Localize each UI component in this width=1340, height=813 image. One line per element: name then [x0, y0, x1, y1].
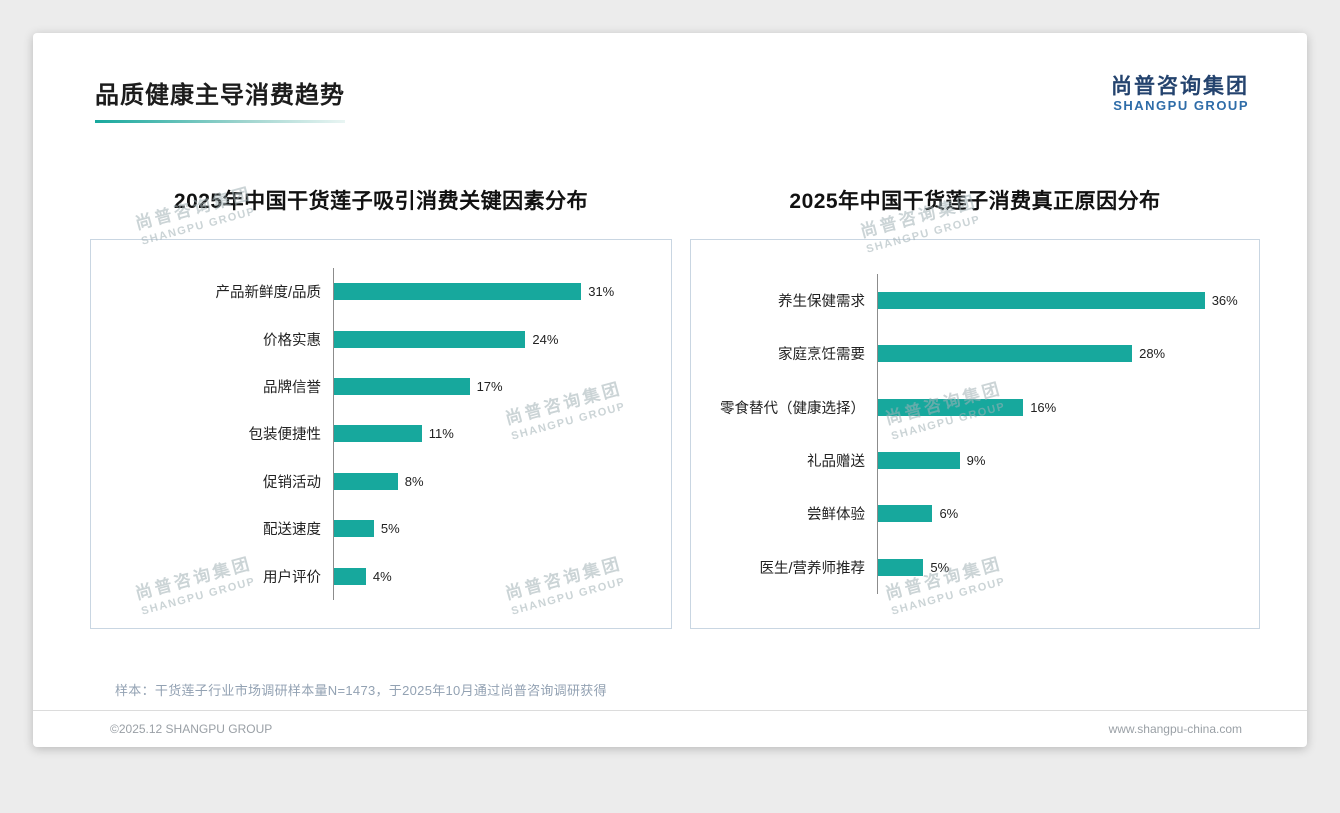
bar-row: 品牌信誉 17%	[91, 362, 653, 411]
charts-area: 2025年中国干货莲子吸引消费关键因素分布 产品新鲜度/品质 31% 价格实惠 24%…	[33, 185, 1307, 629]
bar-row: 用户评价 4%	[91, 552, 653, 600]
sample-note: 样本：干货莲子行业市场调研样本量N=1473，于2025年10月通过尚普咨询调研…	[115, 683, 607, 698]
title-underline	[95, 120, 345, 123]
bar-row: 养生保健需求 36%	[691, 274, 1241, 328]
bar-label: 促销活动	[263, 474, 321, 491]
bar-row: 医生/营养师推荐 5%	[691, 540, 1241, 594]
bar	[334, 425, 422, 443]
bar	[334, 520, 374, 538]
bar	[334, 378, 470, 396]
chart-plot-left: 产品新鲜度/品质 31% 价格实惠 24% 品牌信誉 17% 包装便捷性 11% 促销活动 8% 配…	[90, 239, 672, 629]
bar-value: 31%	[588, 284, 615, 300]
bar-track: 28%	[877, 327, 1241, 381]
chart-plot-right: 养生保健需求 36% 家庭烹饪需要 28% 零食替代（健康选择） 16% 礼品赠送 9% 尝鲜体…	[690, 239, 1260, 629]
bar	[334, 472, 398, 490]
bar-value: 4%	[372, 568, 392, 584]
company-logo: 尚普咨询集团 SHANGPU GROUP	[1111, 75, 1249, 114]
bar	[334, 567, 366, 585]
bar-value: 36%	[1211, 293, 1238, 309]
bar-value: 16%	[1030, 399, 1057, 415]
bar-row: 家庭烹饪需要 28%	[691, 327, 1241, 381]
bar-track: 4%	[333, 552, 653, 600]
bar-value: 11%	[428, 426, 454, 442]
bar-value: 17%	[476, 379, 503, 395]
bar-value: 5%	[380, 521, 400, 537]
bar-track: 17%	[333, 362, 653, 411]
title-block: 品质健康主导消费趋势	[95, 75, 345, 123]
chart-panel-left: 2025年中国干货莲子吸引消费关键因素分布 产品新鲜度/品质 31% 价格实惠 24%…	[90, 185, 672, 629]
bar-label: 产品新鲜度/品质	[215, 285, 321, 302]
bar-row: 价格实惠 24%	[91, 315, 653, 363]
bar-value: 5%	[930, 559, 950, 575]
bar-value: 6%	[939, 506, 959, 522]
page-title: 品质健康主导消费趋势	[95, 82, 345, 109]
footer-copyright: ©2025.12 SHANGPU GROUP	[110, 722, 273, 736]
chart-title-left: 2025年中国干货莲子吸引消费关键因素分布	[173, 190, 589, 213]
bar	[878, 345, 1133, 363]
logo-en-text: SHANGPU GROUP	[1113, 98, 1249, 114]
bar-label: 用户评价	[263, 569, 321, 586]
footer: ©2025.12 SHANGPU GROUP www.shangpu-china…	[33, 710, 1307, 747]
bar	[878, 505, 933, 523]
bar-track: 31%	[333, 268, 653, 316]
bar-value: 28%	[1139, 346, 1166, 362]
footer-url: www.shangpu-china.com	[1108, 722, 1242, 736]
bar-row: 礼品赠送 9%	[691, 433, 1241, 488]
bar-track: 11%	[333, 410, 653, 458]
bar-track: 8%	[333, 457, 653, 506]
slide-page: 尚普咨询集团 SHANGPU GROUP 尚普咨询集团 SHANGPU GROUP 尚普…	[33, 33, 1307, 747]
bar-label: 价格实惠	[263, 332, 321, 349]
bar-label: 零食替代（健康选择）	[720, 400, 865, 417]
bar-label: 医生/营养师推荐	[759, 560, 865, 577]
bar-value: 24%	[532, 331, 559, 347]
bar-label: 品牌信誉	[263, 380, 321, 397]
bar-track: 9%	[877, 433, 1241, 488]
header: 品质健康主导消费趋势 尚普咨询集团 SHANGPU GROUP	[33, 33, 1307, 123]
bar-label: 尝鲜体验	[807, 507, 865, 524]
bar-track: 16%	[877, 380, 1241, 434]
bar-track: 6%	[877, 487, 1241, 541]
bar-track: 24%	[333, 315, 653, 363]
bar-value: 8%	[404, 473, 424, 489]
bar-track: 36%	[877, 274, 1241, 328]
bar	[334, 283, 582, 301]
bar-label: 配送速度	[263, 522, 321, 539]
bar	[878, 452, 960, 470]
bar	[334, 330, 526, 348]
bar-label: 家庭烹饪需要	[778, 347, 865, 364]
chart-title-right: 2025年中国干货莲子消费真正原因分布	[789, 190, 1161, 213]
bar-label: 包装便捷性	[248, 427, 322, 444]
bar-track: 5%	[877, 540, 1241, 594]
bar	[878, 558, 924, 576]
logo-cn-text: 尚普咨询集团	[1111, 75, 1249, 98]
bar-row: 包装便捷性 11%	[91, 410, 653, 458]
bar	[878, 398, 1024, 416]
bar-value: 9%	[966, 453, 986, 469]
bar-row: 零食替代（健康选择） 16%	[691, 380, 1241, 434]
bar-row: 促销活动 8%	[91, 457, 653, 506]
bar-label: 养生保健需求	[778, 294, 865, 311]
bar-track: 5%	[333, 505, 653, 553]
bar-row: 产品新鲜度/品质 31%	[91, 268, 653, 316]
bar	[878, 292, 1205, 310]
chart-panel-right: 2025年中国干货莲子消费真正原因分布 养生保健需求 36% 家庭烹饪需要 28% 零食…	[690, 185, 1260, 629]
bar-row: 尝鲜体验 6%	[691, 487, 1241, 541]
bar-row: 配送速度 5%	[91, 505, 653, 553]
bar-label: 礼品赠送	[807, 454, 865, 471]
